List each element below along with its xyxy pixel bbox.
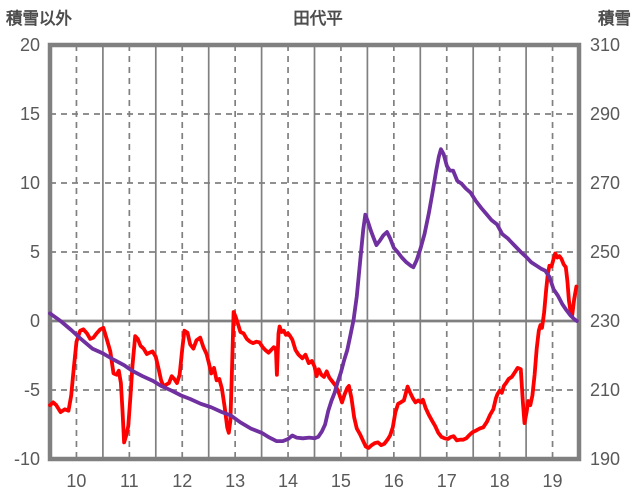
right-axis-tick-label: 250	[590, 242, 620, 262]
left-axis-title: 積雪以外	[6, 10, 72, 28]
x-axis-tick-label: 10	[66, 471, 86, 491]
plot-border	[47, 42, 582, 462]
x-axis-tick-label: 13	[225, 471, 245, 491]
left-axis-tick-label: 5	[30, 242, 40, 262]
chart-title: 田代平	[293, 10, 343, 28]
left-axis-tick-label: -10	[14, 449, 40, 469]
series-line-non-snow	[48, 251, 579, 450]
left-axis-tick-label: 20	[20, 35, 40, 55]
x-axis-tick-label: 15	[331, 471, 351, 491]
series-line-snow-depth	[48, 147, 579, 444]
right-axis-tick-label: 210	[590, 380, 620, 400]
right-axis-tick-label: 310	[590, 35, 620, 55]
right-axis-tick-label: 230	[590, 311, 620, 331]
right-axis-tick-label: 190	[590, 449, 620, 469]
left-axis-tick-label: 15	[20, 104, 40, 124]
left-axis-tick-label: 0	[30, 311, 40, 331]
x-axis-tick-label: 17	[437, 471, 457, 491]
x-axis-tick-label: 18	[490, 471, 510, 491]
x-axis-tick-label: 16	[384, 471, 404, 491]
x-axis-tick-label: 12	[172, 471, 192, 491]
x-axis-tick-label: 14	[278, 471, 298, 491]
left-axis-tick-label: -5	[24, 380, 40, 400]
right-axis-tick-label: 270	[590, 173, 620, 193]
right-axis-title: 積雪	[598, 10, 631, 28]
right-axis-tick-label: 290	[590, 104, 620, 124]
x-axis-tick-label: 19	[543, 471, 563, 491]
left-axis-tick-label: 10	[20, 173, 40, 193]
x-axis-tick-label: 11	[120, 471, 139, 491]
